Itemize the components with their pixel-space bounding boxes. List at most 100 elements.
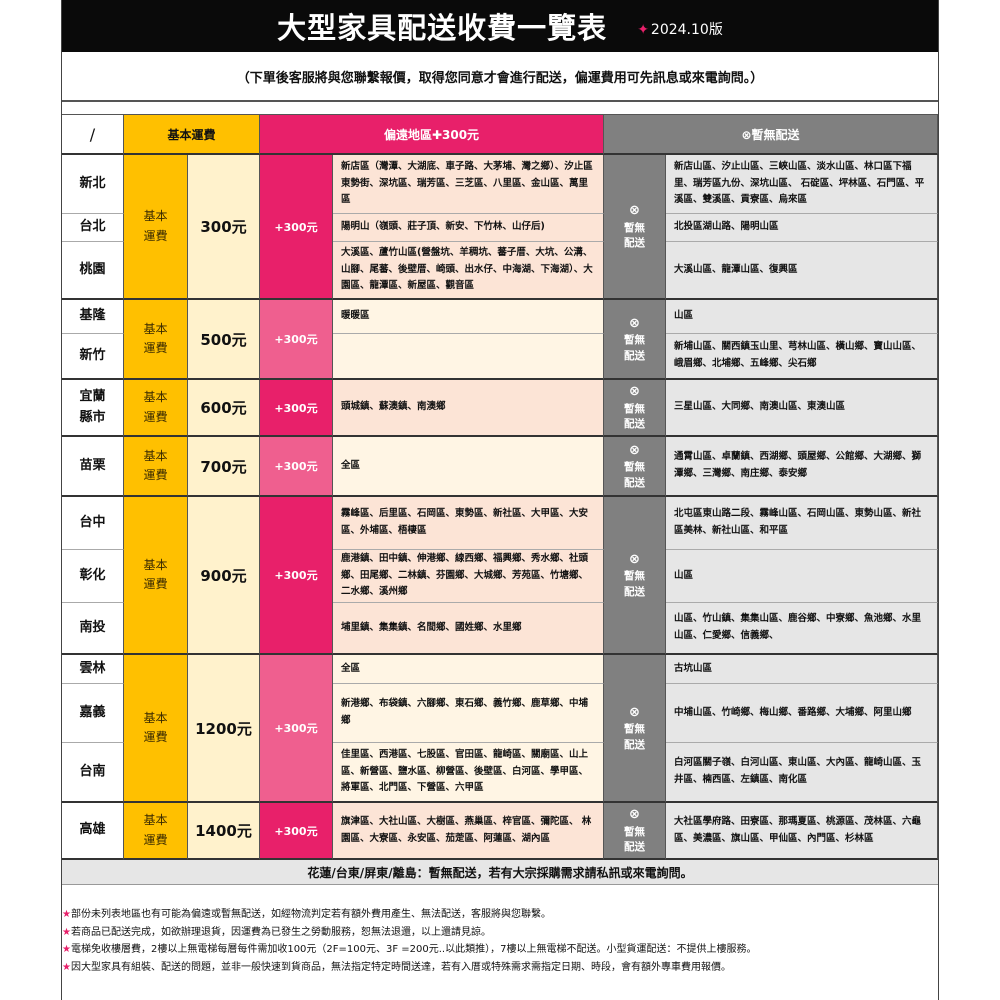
spacer-row [62, 102, 938, 115]
star-icon: ★ [62, 961, 71, 973]
star-icon: ★ [62, 909, 71, 920]
region-name: 台中 [62, 497, 124, 550]
no-delivery-text: 暫無 [624, 402, 645, 415]
region-name: 台南 [62, 743, 124, 803]
surcharge-amount: +300元 [260, 803, 333, 860]
no-delivery-area-list: 三星山區、大同鄉、南澳山區、東澳山區 [666, 380, 938, 437]
basic-fee-label: 基本 運費 [124, 497, 188, 655]
no-delivery-badge: ⊗ 暫無 配送 [604, 437, 666, 497]
basic-fee-price: 900元 [188, 497, 260, 655]
no-delivery-text: 暫無 [624, 334, 645, 346]
surcharge-amount: +300元 [260, 437, 333, 497]
subtitle: （下單後客服將與您聯繫報價，取得您同意才會進行配送，偏運費用可先訊息或來電詢問。… [62, 52, 938, 102]
no-delivery-text: 配送 [624, 476, 645, 489]
header-basic-fee: 基本運費 [124, 115, 260, 155]
no-delivery-badge: ⊗ 暫無配送 [604, 655, 666, 803]
no-delivery-area-list: 通霄山區、卓蘭鎮、西湖鄉、頭屋鄉、公館鄉、大湖鄉、獅潭鄉、三灣鄉、南庄鄉、泰安鄉 [666, 437, 938, 497]
note-item: ★電梯免收樓層費，2樓以上無電梯每層每件需加收100元（2F=100元、3F =… [62, 941, 938, 959]
basic-fee-price: 1400元 [188, 803, 260, 860]
no-delivery-badge: ⊗ 暫無配送 [604, 380, 666, 437]
no-delivery-text: 暫無 [624, 461, 645, 473]
circle-x-icon: ⊗ [629, 704, 640, 720]
circle-x-icon: ⊗ [629, 315, 640, 331]
surcharge-amount: +300元 [260, 655, 333, 803]
no-delivery-area-list: 北投區湖山路、陽明山區 [666, 214, 938, 242]
remote-area-list: 旗津區、大社山區、大樹區、燕巢區、梓官區、彌陀區、 林園區、大寮區、永安區、茄萣… [333, 803, 604, 860]
region-name: 苗栗 [62, 437, 124, 497]
no-delivery-area-list: 中埔山區、竹崎鄉、梅山鄉、番路鄉、大埔鄉、阿里山鄉 [666, 684, 938, 743]
basic-fee-label: 基本 運費 [124, 655, 188, 803]
basic-fee-label: 基本 運費 [124, 155, 188, 300]
basic-fee-price: 1200元 [188, 655, 260, 803]
remote-area-list: 大溪區、蘆竹山區(營盤坑、羊稠坑、蕃子厝、大坑、公溝、山腳、尾蕃、後壁厝、崎頭、… [333, 242, 604, 300]
no-delivery-text: 配送 [624, 418, 645, 431]
region-name: 宜蘭 縣市 [62, 380, 124, 437]
note-text: 若商品已配送完成，如欲辦理退貨，因運費為已發生之勞動服務，恕無法退還，以上還請見… [70, 926, 491, 938]
remote-area-list: 陽明山（嶺頭、莊子頂、新安、下竹林、山仔后) [333, 214, 604, 242]
note-text: 電梯免收樓層費，2樓以上無電梯每層每件需加收100元（2F=100元、3F =2… [70, 944, 757, 955]
header-remote-area: 偏遠地區✚300元 [260, 115, 604, 155]
basic-fee-label: 基本 運費 [124, 380, 188, 437]
basic-fee-label: 基本 運費 [124, 437, 188, 497]
region-name: 高雄 [62, 803, 124, 860]
note-item: ★因大型家具有組裝、配送的問題，並非一般快速到貨商品，無法指定特定時間送達，若有… [62, 959, 938, 977]
note-text: 部份未列表地區也有可能為偏遠或暫無配送，如經物流判定若有額外費用產生、無法配送，… [70, 909, 551, 920]
region-name: 新北 [62, 155, 124, 214]
no-delivery-area-list: 白河區關子嶺、白河山區、東山區、大內區、龍崎山區、玉井區、楠西區、左鎮區、南化區 [666, 743, 938, 803]
region-name: 桃園 [62, 242, 124, 300]
title-bar: 大型家具配送收費一覽表 ✦ 2024.10版 [62, 0, 938, 52]
remote-area-list: 新港鄉、布袋鎮、六腳鄉、東石鄉、義竹鄉、鹿草鄉、中埔鄉 [333, 684, 604, 743]
basic-fee-label: 基本 運費 [124, 300, 188, 380]
region-name: 台北 [62, 214, 124, 242]
no-delivery-text: 配送 [624, 349, 645, 362]
no-delivery-text: 配送 [624, 237, 645, 250]
islands-notice: 花蓮/台東/屏東/離島：暫無配送，若有大宗採購需求請私訊或來電詢問。 [62, 860, 938, 885]
surcharge-amount: +300元 [260, 380, 333, 437]
remote-area-list: 全區 [333, 655, 604, 684]
region-name: 嘉義 [62, 684, 124, 743]
note-item: ★部份未列表地區也有可能為偏遠或暫無配送，如經物流判定若有額外費用產生、無法配送… [62, 906, 938, 924]
surcharge-amount: +300元 [260, 497, 333, 655]
circle-x-icon: ⊗ [629, 551, 640, 567]
region-name: 南投 [62, 603, 124, 655]
no-delivery-text: 配送 [624, 585, 645, 598]
region-name: 彰化 [62, 550, 124, 603]
no-delivery-text: 暫無 [624, 723, 645, 735]
no-delivery-area-list: 大溪山區、龍潭山區、復興區 [666, 242, 938, 300]
no-delivery-area-list: 北屯區東山路二段、霧峰山區、石岡山區、東勢山區、新社區美林、新社山區、和平區 [666, 497, 938, 550]
remote-area-list: 埔里鎮、集集鎮、名間鄉、國姓鄉、水里鄉 [333, 603, 604, 655]
remote-area-list: 頭城鎮、蘇澳鎮、南澳鄉 [333, 380, 604, 437]
remote-area-list: 暖暖區 [333, 300, 604, 334]
no-delivery-area-list: 古坑山區 [666, 655, 938, 684]
no-delivery-area-list: 山區、竹山鎮、集集山區、鹿谷鄉、中寮鄉、魚池鄉、水里山區、仁愛鄉、信義鄉、 [666, 603, 938, 655]
no-delivery-text: 配送 [624, 841, 645, 854]
header-no-delivery: ⊗暫無配送 [604, 115, 938, 155]
basic-fee-label: 基本 運費 [124, 803, 188, 860]
basic-fee-price: 300元 [188, 155, 260, 300]
no-delivery-badge: ⊗ 暫無配送 [604, 300, 666, 380]
note-text: 因大型家具有組裝、配送的問題，並非一般快速到貨商品，無法指定特定時間送達，若有入… [70, 961, 731, 973]
star-icon: ★ [62, 926, 71, 938]
remote-area-list: 全區 [333, 437, 604, 497]
shipping-fee-sheet: 大型家具配送收費一覽表 ✦ 2024.10版 （下單後客服將與您聯繫報價，取得您同… [61, 0, 939, 1000]
version-text: 2024.10版 [650, 22, 723, 38]
version-label: ✦ 2024.10版 [637, 19, 723, 39]
region-name: 新竹 [62, 334, 124, 380]
surcharge-amount: +300元 [260, 300, 333, 380]
remote-area-list: 佳里區、西港區、七股區、官田區、龍崎區、關廟區、山上區、新營區、鹽水區、柳營區、… [333, 743, 604, 803]
remote-area-list [333, 334, 604, 380]
region-name: 雲林 [62, 655, 124, 684]
no-delivery-text: 配送 [624, 738, 645, 751]
header-slash: / [62, 115, 124, 155]
star-icon: ✦ [637, 22, 649, 38]
remote-area-list: 鹿港鎮、田中鎮、伸港鄉、線西鄉、福興鄉、秀水鄉、社頭鄉、田尾鄉、二林鎮、芬園鄉、… [333, 550, 604, 603]
no-delivery-area-list: 山區 [666, 550, 938, 603]
no-delivery-area-list: 新店山區、汐止山區、三峽山區、淡水山區、林口區下福里、瑞芳區九份、深坑山區、 石… [666, 155, 938, 214]
surcharge-amount: +300元 [260, 155, 333, 300]
no-delivery-area-list: 新埔山區、關西鎮玉山里、芎林山區、橫山鄉、寶山山區、峨眉鄉、北埔鄉、五峰鄉、尖石… [666, 334, 938, 380]
circle-x-icon: ⊗ [629, 203, 640, 218]
circle-x-icon: ⊗ [629, 384, 640, 399]
no-delivery-area-list: 大社區學府路、田寮區、那瑪夏區、桃源區、茂林區、六龜區、美濃區、旗山區、甲仙區、… [666, 803, 938, 860]
no-delivery-text: 暫無 [624, 825, 645, 838]
remote-area-list: 新店區（灣潭、大湖底、車子路、大茅埔、灣之鄉）、汐止區東勢街、深坑區、瑞芳區、三… [333, 155, 604, 214]
